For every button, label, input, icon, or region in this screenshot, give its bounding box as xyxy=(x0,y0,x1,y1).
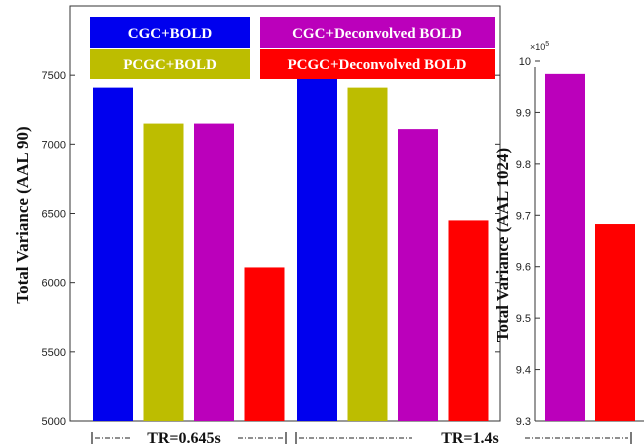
bar-tr0645-pcgc-deconv xyxy=(244,267,285,421)
bar-tr14-pcgc-bold xyxy=(347,87,388,421)
right-y-tick-label: 9.6 xyxy=(516,262,531,274)
right-bars xyxy=(545,73,635,421)
left-y-tick-label: 6500 xyxy=(42,209,66,221)
left-panel: 5000 5500 6000 6500 7000 7500 Total Variance … xyxy=(13,5,501,428)
left-y-axis-label: Total Variance (AAL 90) xyxy=(13,126,32,303)
bar-tr14-pcgc-deconv xyxy=(448,220,489,421)
right-y-tick-label: 9.3 xyxy=(516,416,531,428)
left-y-ticks: 5000 5500 6000 6500 7000 7500 xyxy=(42,70,500,428)
right-panel: 9.3 9.4 9.5 9.6 9.7 9.8 9.9 10 ×105 Total Varia… xyxy=(493,41,644,428)
left-y-tick-label: 5500 xyxy=(42,347,66,359)
left-bars xyxy=(93,55,489,422)
legend-label-pcgc-bold: PCGC+BOLD xyxy=(123,57,217,73)
right-y-tick-label: 9.4 xyxy=(516,365,531,377)
legend: CGC+BOLD PCGC+BOLD CGC+Deconvolved BOLD … xyxy=(90,17,495,79)
left-y-tick-label: 6000 xyxy=(42,278,66,290)
legend-label-cgc-deconv: CGC+Deconvolved BOLD xyxy=(292,26,462,42)
right-y-tick-label: 9.7 xyxy=(516,210,531,222)
legend-swatch-cgc-deconv xyxy=(260,17,495,48)
bar-tr14-cgc-deconv xyxy=(398,129,438,421)
legend-label-pcgc-deconv: PCGC+Deconvolved BOLD xyxy=(288,57,467,73)
right-y-tick-label: 10 xyxy=(519,56,531,68)
bar-tr0645-cgc-bold xyxy=(93,87,133,421)
bar-aal1024-pcgc-deconv xyxy=(595,224,635,421)
right-y-tick-label: 9.9 xyxy=(516,107,531,119)
bar-aal1024-cgc-deconv xyxy=(545,73,585,421)
right-y-tick-label: 9.5 xyxy=(516,313,531,325)
bar-tr0645-pcgc-bold xyxy=(143,123,184,421)
bar-tr0645-cgc-deconv xyxy=(194,123,234,421)
legend-swatch-cgc-bold xyxy=(90,17,250,48)
legend-swatch-pcgc-deconv xyxy=(260,49,495,79)
left-y-tick-label: 7000 xyxy=(42,139,66,151)
left-y-tick-label: 7500 xyxy=(42,70,66,82)
right-y-axis-label: Total Variance (AAL 1024) xyxy=(493,148,512,342)
left-y-tick-label: 5000 xyxy=(42,416,66,428)
right-y-ticks: 9.3 9.4 9.5 9.6 9.7 9.8 9.9 10 xyxy=(516,56,540,428)
tr-label-0645: TR=0.645s xyxy=(147,430,221,445)
legend-label-cgc-bold: CGC+BOLD xyxy=(128,26,213,42)
bar-tr14-cgc-bold xyxy=(297,55,337,422)
legend-swatch-pcgc-bold xyxy=(90,49,250,79)
right-y-tick-label: 9.8 xyxy=(516,159,531,171)
tr-label-14: TR=1.4s xyxy=(441,430,499,445)
tr-annotations: TR=0.645s TR=1.4s xyxy=(91,430,632,445)
right-exponent: ×105 xyxy=(530,41,549,52)
